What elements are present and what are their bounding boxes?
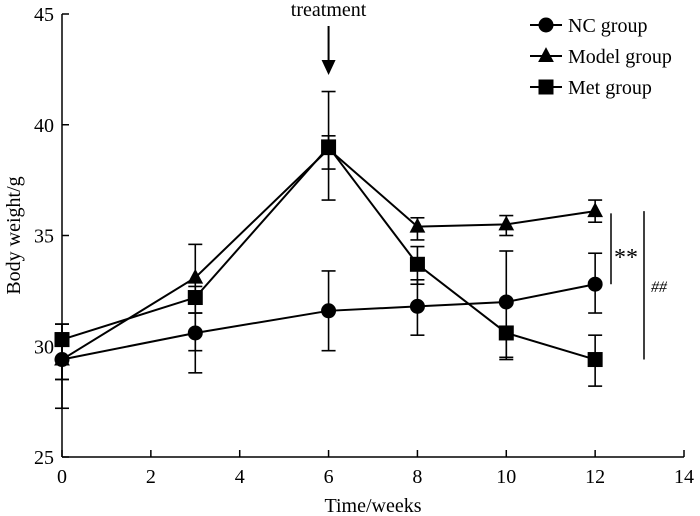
- x-tick-label: 2: [146, 466, 156, 488]
- data-point: [187, 268, 204, 284]
- data-point: [498, 294, 514, 310]
- legend-label: Model group: [568, 46, 672, 68]
- data-point: [187, 290, 203, 306]
- series-line: [61, 147, 596, 361]
- legend-item: NC group: [530, 15, 647, 37]
- series-square: [54, 135, 603, 387]
- sig-label-model-nc: **: [614, 245, 638, 271]
- legend-item: Met group: [530, 77, 652, 99]
- series-circle: [54, 250, 603, 410]
- legend-marker: [538, 17, 554, 33]
- legend-label: NC group: [568, 15, 647, 37]
- x-tick-label: 0: [57, 466, 67, 488]
- x-tick-label: 12: [585, 466, 605, 488]
- series-line: [61, 145, 596, 361]
- y-tick-label: 35: [34, 226, 54, 248]
- data-point: [321, 303, 337, 319]
- annotations: treatment ** ##: [291, 0, 668, 360]
- y-axis-title: Body weight/g: [3, 176, 25, 294]
- legend-marker: [538, 79, 554, 95]
- y-tick-label: 45: [34, 4, 54, 26]
- x-tick-label: 4: [235, 466, 245, 488]
- legend: NC group Model group Met group: [530, 15, 672, 99]
- y-tick-label: 25: [34, 447, 54, 469]
- legend-item: Model group: [530, 46, 672, 68]
- x-tick-label: 14: [674, 466, 694, 488]
- data-point: [409, 256, 425, 272]
- data-point: [409, 298, 425, 314]
- data-point: [321, 139, 337, 155]
- axes: 0 2 4 6 8 10 12 14 25 30 35 40 45 Time/weeks Body weig…: [3, 4, 694, 516]
- y-tick-label: 30: [34, 336, 54, 358]
- legend-label: Met group: [568, 77, 652, 99]
- y-tick-label: 40: [34, 115, 54, 137]
- data-point: [587, 276, 603, 292]
- data-point: [587, 202, 604, 218]
- sig-label-met-model: ##: [651, 279, 668, 296]
- data-point: [498, 215, 515, 231]
- treatment-label: treatment: [291, 0, 367, 21]
- legend-marker: [538, 47, 554, 62]
- x-tick-label: 6: [324, 466, 334, 488]
- x-tick-label: 8: [412, 466, 422, 488]
- x-tick-label: 10: [496, 466, 516, 488]
- data-point: [54, 332, 70, 348]
- chart-marks: [54, 90, 604, 410]
- x-axis-title: Time/weeks: [324, 495, 421, 516]
- treatment-arrowhead: [321, 60, 336, 75]
- data-point: [587, 352, 603, 368]
- series-line: [61, 283, 596, 361]
- data-point: [409, 217, 426, 233]
- data-point: [498, 325, 514, 341]
